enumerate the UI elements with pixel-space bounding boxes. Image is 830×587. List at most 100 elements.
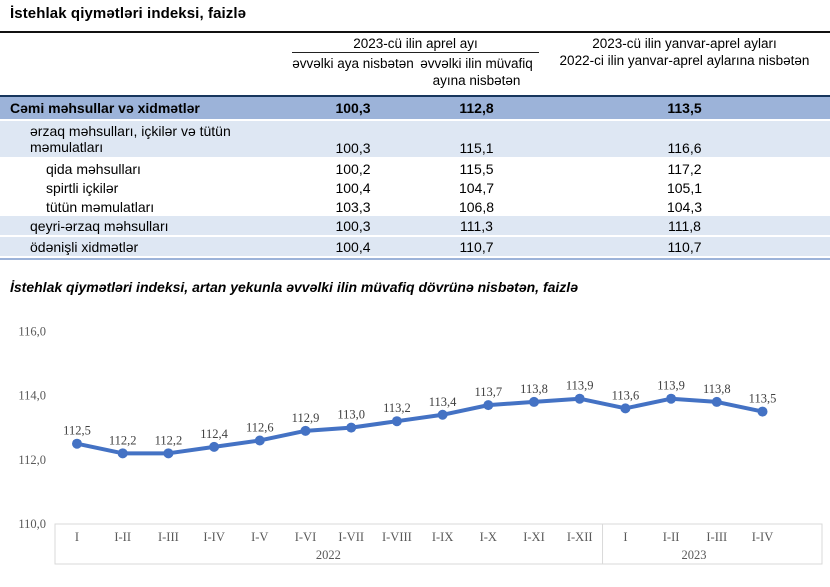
row-value: 103,3 bbox=[335, 198, 371, 215]
data-point-label: 112,2 bbox=[109, 433, 137, 447]
row-value: 106,8 bbox=[458, 198, 495, 215]
x-axis-category-label: I-III bbox=[158, 530, 179, 544]
x-axis-category-label: I-IX bbox=[432, 530, 454, 544]
row-value: 116,6 bbox=[667, 140, 702, 156]
data-point-marker bbox=[254, 435, 265, 446]
data-point-label: 113,9 bbox=[657, 379, 685, 393]
data-point-label: 113,2 bbox=[383, 401, 411, 415]
row-value: 100,3 bbox=[335, 100, 371, 116]
row-label: ərzaq məhsulları, içkilər və tütün məmul… bbox=[30, 123, 231, 155]
data-point-label: 113,8 bbox=[703, 382, 731, 396]
table-row: tütün məmulatları 103,3 106,8 104,3 bbox=[0, 197, 830, 216]
data-point-marker bbox=[483, 400, 494, 411]
data-point-marker bbox=[620, 403, 631, 414]
data-point-label: 112,6 bbox=[246, 420, 274, 434]
row-label: Cəmi məhsullar və xidmətlər bbox=[10, 100, 200, 116]
page-title: İstehlak qiymətləri indeksi, faizlə bbox=[10, 5, 247, 22]
row-value: 105,1 bbox=[666, 179, 703, 196]
x-axis-box bbox=[54, 523, 823, 565]
header-vs-prev-year-month: əvvəlki ilin müvafiq ayına nisbətən bbox=[420, 56, 533, 88]
data-point-label: 113,6 bbox=[612, 388, 640, 402]
table-header: 2023-cü ilin aprel ayı əvvəlki aya nisbə… bbox=[0, 34, 830, 95]
header-corner-cell bbox=[0, 34, 292, 95]
data-point-marker bbox=[757, 406, 768, 417]
row-value: 104,3 bbox=[666, 198, 703, 215]
data-point-marker bbox=[666, 393, 677, 404]
row-value: 113,5 bbox=[667, 100, 702, 116]
cpi-series-line bbox=[75, 396, 765, 456]
row-label: tütün məmulatları bbox=[46, 198, 155, 215]
row-value: 100,3 bbox=[335, 140, 371, 156]
data-point-marker bbox=[391, 416, 402, 427]
x-axis-category-label: I-VII bbox=[338, 530, 364, 544]
table-row: Cəmi məhsullar və xidmətlər 100,3 112,8 113… bbox=[0, 95, 830, 119]
cpi-table: 2023-cü ilin aprel ayı əvvəlki aya nisbə… bbox=[0, 34, 830, 260]
table-row: qida məhsulları 100,2 115,5 117,2 bbox=[0, 159, 830, 178]
data-point-label: 113,8 bbox=[520, 382, 548, 396]
row-label: qeyri-ərzaq məhsulları bbox=[30, 217, 169, 234]
table-row: ödənişli xidmətlər 100,4 110,7 110,7 bbox=[0, 237, 830, 256]
x-axis-category-label: I-II bbox=[663, 530, 680, 544]
x-axis-category-label: I bbox=[75, 530, 79, 544]
data-point-marker bbox=[209, 441, 220, 452]
data-point-marker bbox=[72, 438, 82, 449]
table-row: spirtli içkilər 100,4 104,7 105,1 bbox=[0, 178, 830, 197]
x-axis-category-label: I-X bbox=[480, 530, 497, 544]
header-group-april: 2023-cü ilin aprel ayı bbox=[292, 34, 539, 53]
data-point-marker bbox=[529, 396, 539, 407]
data-point-marker bbox=[574, 393, 585, 404]
row-value: 115,1 bbox=[459, 140, 494, 156]
row-value: 110,7 bbox=[459, 238, 494, 255]
x-axis-category-label: I-IV bbox=[752, 530, 774, 544]
data-point-label: 113,9 bbox=[566, 379, 594, 393]
x-axis-category-label: I-XI bbox=[523, 530, 545, 544]
data-point-label: 112,5 bbox=[63, 424, 91, 438]
header-vs-prev-month: əvvəlki aya nisbətən bbox=[292, 56, 414, 71]
data-point-label: 113,0 bbox=[337, 408, 365, 422]
data-point-marker bbox=[711, 396, 722, 407]
x-axis-year-label: 2023 bbox=[681, 548, 706, 562]
data-point-label: 112,2 bbox=[155, 433, 183, 447]
row-value: 100,3 bbox=[335, 217, 371, 234]
x-axis-category-label: I-VIII bbox=[382, 530, 412, 544]
row-value: 110,7 bbox=[667, 238, 702, 255]
row-value: 111,3 bbox=[460, 217, 493, 234]
data-point-label: 112,4 bbox=[200, 427, 228, 441]
row-label: ödənişli xidmətlər bbox=[30, 238, 139, 255]
row-value: 104,7 bbox=[458, 179, 495, 196]
data-point-label: 112,9 bbox=[292, 411, 320, 425]
header-jan-apr-line2: 2022-ci ilin yanvar-aprel aylarına nisbə… bbox=[559, 52, 810, 68]
row-value: 111,8 bbox=[668, 217, 701, 234]
row-label: spirtli içkilər bbox=[46, 179, 119, 196]
table-row: ərzaq məhsulları, içkilər və tütün məmul… bbox=[0, 121, 830, 157]
y-axis-tick-label: 114,0 bbox=[18, 389, 46, 403]
row-label: qida məhsulları bbox=[46, 160, 141, 177]
row-value: 117,2 bbox=[667, 160, 702, 177]
row-value: 100,2 bbox=[335, 160, 371, 177]
title-divider bbox=[0, 31, 830, 33]
x-axis-category-label: I-V bbox=[251, 530, 268, 544]
row-value: 100,4 bbox=[335, 238, 371, 255]
data-point-label: 113,4 bbox=[429, 395, 457, 409]
row-value: 115,5 bbox=[459, 160, 494, 177]
x-axis-category-label: I-XII bbox=[567, 530, 593, 544]
data-point-marker bbox=[346, 422, 357, 433]
x-axis-category-label: I-VI bbox=[295, 530, 317, 544]
data-point-marker bbox=[300, 425, 311, 436]
data-point-marker bbox=[437, 409, 448, 420]
x-axis-year-label: 2022 bbox=[316, 548, 341, 562]
header-jan-apr-cumulative: 2023-cü ilin yanvar-aprel ayları 2022-ci… bbox=[539, 34, 830, 95]
row-value: 100,4 bbox=[335, 179, 371, 196]
x-axis-category-label: I bbox=[623, 530, 627, 544]
x-axis-category-label: I-II bbox=[114, 530, 131, 544]
x-axis-category-label: I-IV bbox=[203, 530, 225, 544]
data-point-label: 113,7 bbox=[474, 385, 502, 399]
header-jan-apr-line1: 2023-cü ilin yanvar-aprel ayları bbox=[592, 36, 777, 51]
data-point-marker bbox=[163, 448, 174, 459]
data-point-marker bbox=[117, 448, 128, 459]
row-value: 112,8 bbox=[459, 100, 494, 116]
data-point-label: 113,5 bbox=[749, 392, 777, 406]
x-axis-category-label: I-III bbox=[706, 530, 727, 544]
